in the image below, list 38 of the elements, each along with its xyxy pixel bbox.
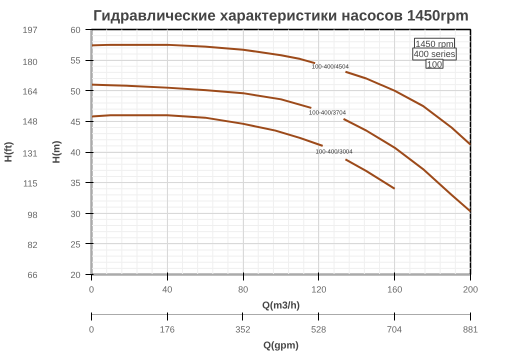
y2-tick-label: 180 [22,56,38,67]
y2-tick-label: 131 [22,148,38,158]
x-tick-label: 0 [88,284,94,294]
y-tick-label: 50 [70,86,81,96]
y2-tick-label: 66 [27,270,38,280]
x-tick-label: 80 [238,284,248,294]
x-tick-label: 120 [311,284,326,294]
y2-tick-label: 98 [27,210,38,220]
y-tick-label: 25 [70,239,81,250]
y2-tick-label: 148 [22,116,38,127]
y2-tick-label: 82 [27,240,38,250]
annotation: 1450 rpm [415,39,454,50]
x2-tick-label: 176 [160,324,175,334]
y-axis-title: H(m) [51,140,62,164]
y-tick-label: 30 [70,208,81,219]
x2-tick-label: 704 [386,324,402,334]
y-tick-label: 20 [70,270,81,280]
y-tick-label: 40 [70,148,81,158]
chart-title: Гидравлические характеристики насосов 1450rpm [93,8,469,24]
x2-tick-label: 0 [88,324,94,334]
annotation: 400 series [414,49,456,59]
x-tick-label: 160 [387,284,402,294]
x-tick-label: 200 [462,284,478,294]
x2-tick-label: 352 [235,324,250,334]
y2-tick-label: 115 [23,178,38,188]
y-tick-label: 35 [70,178,81,188]
y2-axis-title: H(ft) [3,142,14,162]
x2-axis-title: Q(gpm) [263,340,299,352]
y2-tick-label: 164 [22,86,38,97]
x2-tick-label: 881 [462,324,478,334]
y-tick-label: 55 [70,56,81,66]
y-tick-label: 45 [70,116,81,127]
x-tick-label: 40 [162,284,172,294]
y-tick-label: 60 [70,25,81,35]
x2-tick-label: 528 [311,324,326,334]
y2-tick-label: 197 [22,25,38,35]
x-axis-title: Q(m3/h) [262,300,300,312]
annotation: 100 [426,59,442,70]
